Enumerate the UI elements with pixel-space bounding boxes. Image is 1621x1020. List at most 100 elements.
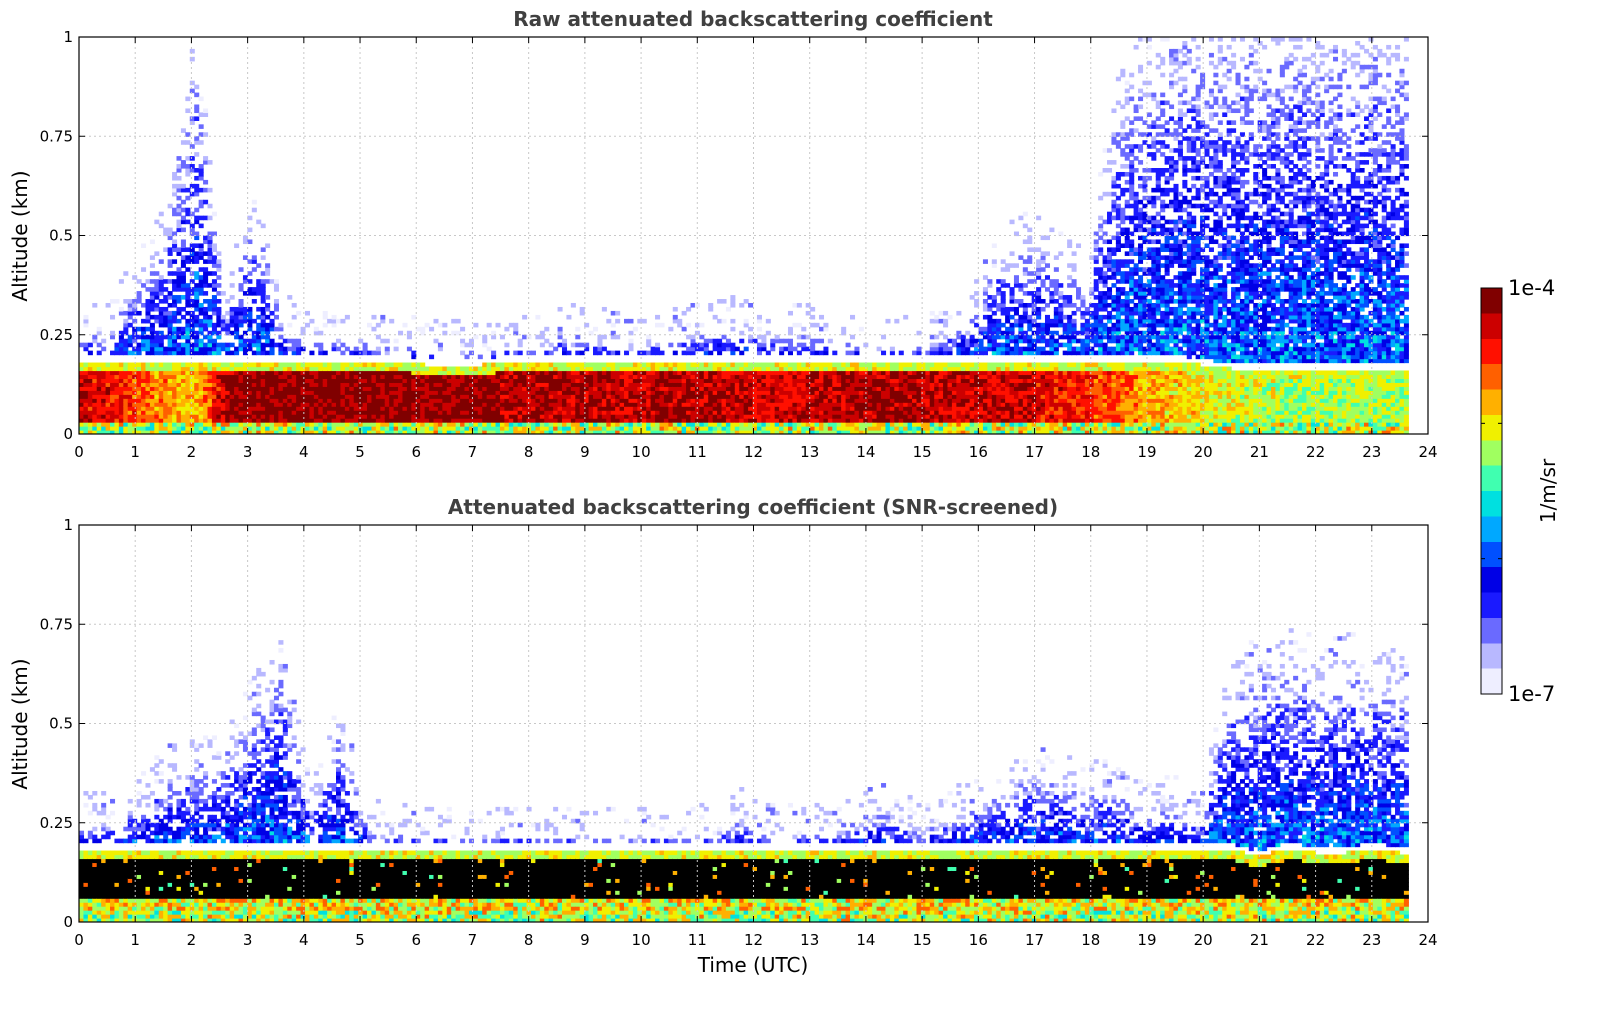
heatmap-cell — [881, 394, 887, 399]
heatmap-cell — [362, 342, 368, 348]
heatmap-cell — [464, 394, 470, 399]
heatmap-cell — [136, 402, 142, 407]
heatmap-cell — [881, 374, 887, 380]
heatmap-column — [938, 310, 944, 434]
heatmap-cell — [584, 322, 590, 328]
heatmap-cell — [353, 430, 359, 434]
heatmap-cell — [198, 386, 204, 391]
heatmap-cell — [380, 390, 386, 395]
heatmap-cell — [211, 211, 217, 217]
heatmap-cell — [792, 362, 798, 368]
heatmap-cell — [624, 378, 630, 383]
heatmap-cell — [938, 346, 944, 352]
heatmap-cell — [87, 410, 93, 415]
heatmap-cell — [207, 378, 213, 383]
heatmap-cell — [730, 426, 736, 431]
heatmap-cell — [189, 247, 195, 252]
heatmap-cell — [960, 382, 966, 387]
heatmap-cell — [584, 426, 590, 431]
heatmap-cell — [841, 422, 847, 427]
heatmap-cell — [180, 414, 186, 419]
heatmap-cell — [336, 430, 342, 434]
heatmap-cell — [420, 422, 426, 427]
heatmap-cell — [145, 394, 151, 399]
heatmap-cell — [522, 422, 528, 427]
heatmap-cell — [149, 390, 155, 395]
heatmap-cell — [429, 410, 435, 415]
heatmap-cell — [172, 283, 178, 288]
heatmap-cell — [557, 390, 563, 395]
heatmap-cell — [406, 378, 412, 383]
heatmap-cell — [149, 291, 155, 296]
heatmap-cell — [256, 362, 262, 368]
heatmap-cell — [455, 406, 461, 411]
heatmap-cell — [818, 362, 825, 368]
heatmap-column — [123, 271, 129, 434]
heatmap-cell — [172, 394, 178, 399]
heatmap-cell — [548, 422, 554, 427]
heatmap-cell — [203, 271, 209, 276]
heatmap-cell — [482, 390, 488, 395]
heatmap-cell — [708, 378, 714, 383]
heatmap-cell — [309, 430, 315, 434]
heatmap-cell — [929, 350, 935, 356]
heatmap-cell — [530, 426, 536, 431]
heatmap-cell — [300, 390, 306, 395]
heatmap-cell — [322, 426, 328, 431]
heatmap-cell — [699, 382, 705, 387]
heatmap-cell — [211, 338, 217, 344]
heatmap-cell — [486, 430, 492, 434]
heatmap-cell — [176, 390, 182, 395]
heatmap-cell — [207, 410, 213, 415]
heatmap-cell — [194, 291, 200, 296]
heatmap-cell — [87, 342, 93, 348]
heatmap-cell — [158, 430, 164, 434]
heatmap-cell — [234, 322, 240, 328]
heatmap-column — [898, 350, 904, 434]
heatmap-cell — [225, 322, 231, 328]
heatmap-cell — [765, 414, 771, 419]
heatmap-cell — [774, 410, 780, 415]
heatmap-cell — [836, 374, 842, 380]
heatmap-cell — [951, 362, 957, 368]
heatmap-cell — [668, 378, 674, 383]
heatmap-cell — [123, 362, 129, 368]
heatmap-cell — [79, 398, 85, 403]
heatmap-cell — [881, 430, 887, 434]
heatmap-cell — [127, 374, 133, 380]
heatmap-cell — [79, 430, 85, 434]
heatmap-cell — [491, 414, 497, 419]
heatmap-cell — [238, 283, 244, 288]
heatmap-cell — [504, 386, 510, 391]
heatmap-cell — [203, 199, 209, 205]
heatmap-cell — [681, 326, 687, 332]
heatmap-cell — [291, 414, 297, 419]
heatmap-cell — [889, 426, 895, 431]
heatmap-cell — [925, 378, 931, 383]
heatmap-cell — [127, 418, 133, 423]
heatmap-cell — [548, 418, 554, 423]
heatmap-cell — [83, 370, 89, 376]
heatmap-cell — [526, 422, 532, 427]
heatmap-cell — [832, 386, 838, 391]
heatmap-cell — [304, 406, 311, 411]
heatmap-cell — [411, 390, 417, 395]
heatmap-cell — [579, 378, 585, 383]
heatmap-cell — [725, 366, 731, 372]
heatmap-cell — [313, 382, 319, 387]
heatmap-cell — [965, 386, 971, 391]
heatmap-cell — [260, 386, 266, 391]
heatmap-cell — [499, 426, 505, 431]
heatmap-cell — [881, 422, 887, 427]
heatmap-cell — [194, 295, 200, 300]
heatmap-cell — [180, 314, 186, 320]
heatmap-cell — [770, 394, 776, 399]
heatmap-cell — [180, 382, 186, 387]
heatmap-cell — [787, 350, 793, 356]
heatmap-cell — [593, 418, 599, 423]
heatmap-cell — [327, 406, 333, 411]
heatmap-cell — [628, 430, 634, 434]
heatmap-cell — [300, 370, 306, 376]
heatmap-cell — [273, 394, 279, 399]
heatmap-cell — [743, 374, 749, 380]
